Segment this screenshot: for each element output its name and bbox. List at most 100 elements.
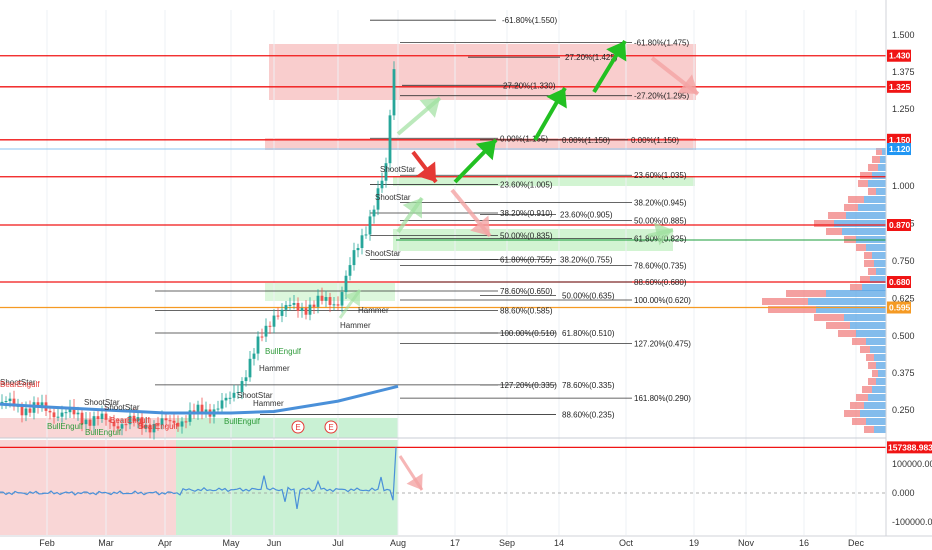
oscillator-badge-label: 157388.983 (888, 442, 932, 452)
volume-bar-red (826, 322, 850, 329)
fib-label: 27.20%(1.330) (503, 81, 556, 90)
level-lines (0, 55, 886, 309)
time-axis-bg (0, 536, 932, 550)
moving-average-line (0, 384, 399, 415)
fib-label: 61.80%(0.510) (562, 329, 615, 338)
candle-body (216, 408, 220, 410)
candle-body (364, 234, 368, 236)
volume-bar-red (876, 148, 882, 155)
volume-bar-red (838, 330, 856, 337)
time-tick-label: Mar (98, 538, 114, 548)
candle-body (276, 315, 280, 317)
candle-body (344, 275, 348, 293)
earnings-marker (324, 420, 338, 434)
pattern-label: ShootStar (365, 249, 401, 258)
volume-bar-red (862, 386, 872, 393)
volume-bar-red (762, 298, 808, 305)
fib-label: 78.60%(0.650) (500, 287, 553, 296)
time-tick-label: Dec (848, 538, 865, 548)
volume-bar-blue (866, 338, 886, 345)
volume-bar-blue (874, 354, 886, 361)
candle-body (324, 297, 328, 301)
candle-body (52, 412, 56, 418)
volume-bar-red (864, 252, 872, 259)
arrow-head (546, 88, 567, 109)
fib-label: 50.00%(0.885) (634, 217, 687, 226)
candle-body (240, 381, 244, 393)
arrow-head (419, 98, 440, 118)
volume-bar-blue (868, 394, 886, 401)
earnings-marker-label: E (295, 423, 300, 432)
pattern-label: BullEngulf (85, 428, 122, 437)
candle-body (88, 419, 92, 426)
candle-body (384, 163, 388, 181)
candle-body (144, 424, 148, 429)
volume-bar-blue (874, 426, 886, 433)
arrow-ghost-up-4 (338, 289, 362, 319)
volume-bar-blue (874, 260, 886, 267)
price-axis[interactable]: 1.5001.3751.2501.0000.8750.7500.6250.500… (885, 0, 932, 550)
fib-label: 38.20%(0.910) (500, 209, 553, 218)
volume-bar-blue (882, 148, 886, 155)
candle-body (292, 302, 296, 305)
volume-bar-red (852, 338, 866, 345)
candle-body (60, 412, 64, 417)
volume-bar-red (860, 172, 872, 179)
fib-label: 0.00%(1.150) (562, 136, 610, 145)
volume-bar-red (814, 220, 834, 227)
volume-bar-blue (826, 290, 886, 297)
arrow-ghost-up-2 (396, 196, 424, 234)
candle-body (304, 308, 308, 315)
volume-bar-red (864, 260, 874, 267)
candle-body (356, 248, 360, 251)
volume-bar-blue (850, 322, 886, 329)
volume-bar-red (868, 188, 876, 195)
arrow-ghost-down-2 (650, 56, 700, 96)
candle-body (20, 405, 24, 416)
oscillator-panel (0, 446, 886, 510)
volume-bar-red (826, 228, 842, 235)
time-axis[interactable]: Feb Mar Apr May Jun Jul Aug 17 Sep 14 Oct 19 Nov 16 De… (0, 535, 932, 550)
price-badge (887, 143, 911, 156)
oscillator-bullish-band (176, 440, 398, 535)
time-tick-label: Sep (499, 538, 515, 548)
volume-bar-blue (858, 204, 886, 211)
price-tick-label: 1.500 (892, 30, 915, 40)
pattern-label: BearEngulf (0, 380, 40, 389)
price-tick-label: 1.250 (892, 104, 915, 114)
pattern-label: ShootStar (375, 193, 411, 202)
arrow-head (475, 140, 496, 161)
volume-bar-blue (866, 244, 886, 251)
price-tick-label: 0.625 (892, 294, 915, 304)
arrow-head (470, 215, 490, 236)
volume-bar-blue (834, 220, 886, 227)
volume-bar-blue (864, 196, 886, 203)
volume-bar-red (856, 244, 866, 251)
candle-body (104, 413, 108, 420)
price-badge (887, 80, 911, 93)
candle-body (296, 302, 300, 311)
candle-body (8, 398, 12, 402)
price-badge (887, 49, 911, 62)
arrow-head (406, 473, 423, 490)
candle-body (380, 180, 384, 189)
fib-label: 23.60%(1.035) (634, 171, 687, 180)
volume-bar-blue (844, 314, 886, 321)
candle-body (56, 416, 60, 418)
candle-body (320, 295, 324, 301)
time-tick-label: 19 (689, 538, 699, 548)
candle-body (152, 424, 156, 433)
candle-body (244, 377, 248, 382)
candle-body (148, 424, 152, 433)
volume-bar-red (850, 402, 864, 409)
fib-label: 0.00%(1.155) (500, 134, 548, 143)
candle-body (332, 304, 336, 306)
price-badge-label: 1.150 (889, 135, 911, 145)
candle-body (164, 418, 168, 421)
candle-body (316, 295, 320, 307)
time-tick-label: Aug (390, 538, 406, 548)
candle-body (188, 410, 192, 422)
price-badge-label: 1.120 (889, 144, 911, 154)
